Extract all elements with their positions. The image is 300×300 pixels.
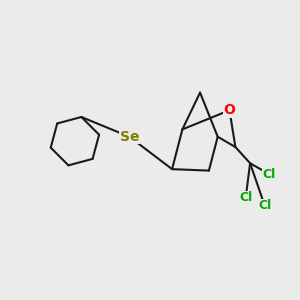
Text: O: O — [224, 103, 236, 117]
Text: Cl: Cl — [239, 191, 252, 204]
Text: Se: Se — [120, 130, 139, 144]
Text: Cl: Cl — [262, 168, 276, 181]
Text: Cl: Cl — [258, 200, 272, 212]
